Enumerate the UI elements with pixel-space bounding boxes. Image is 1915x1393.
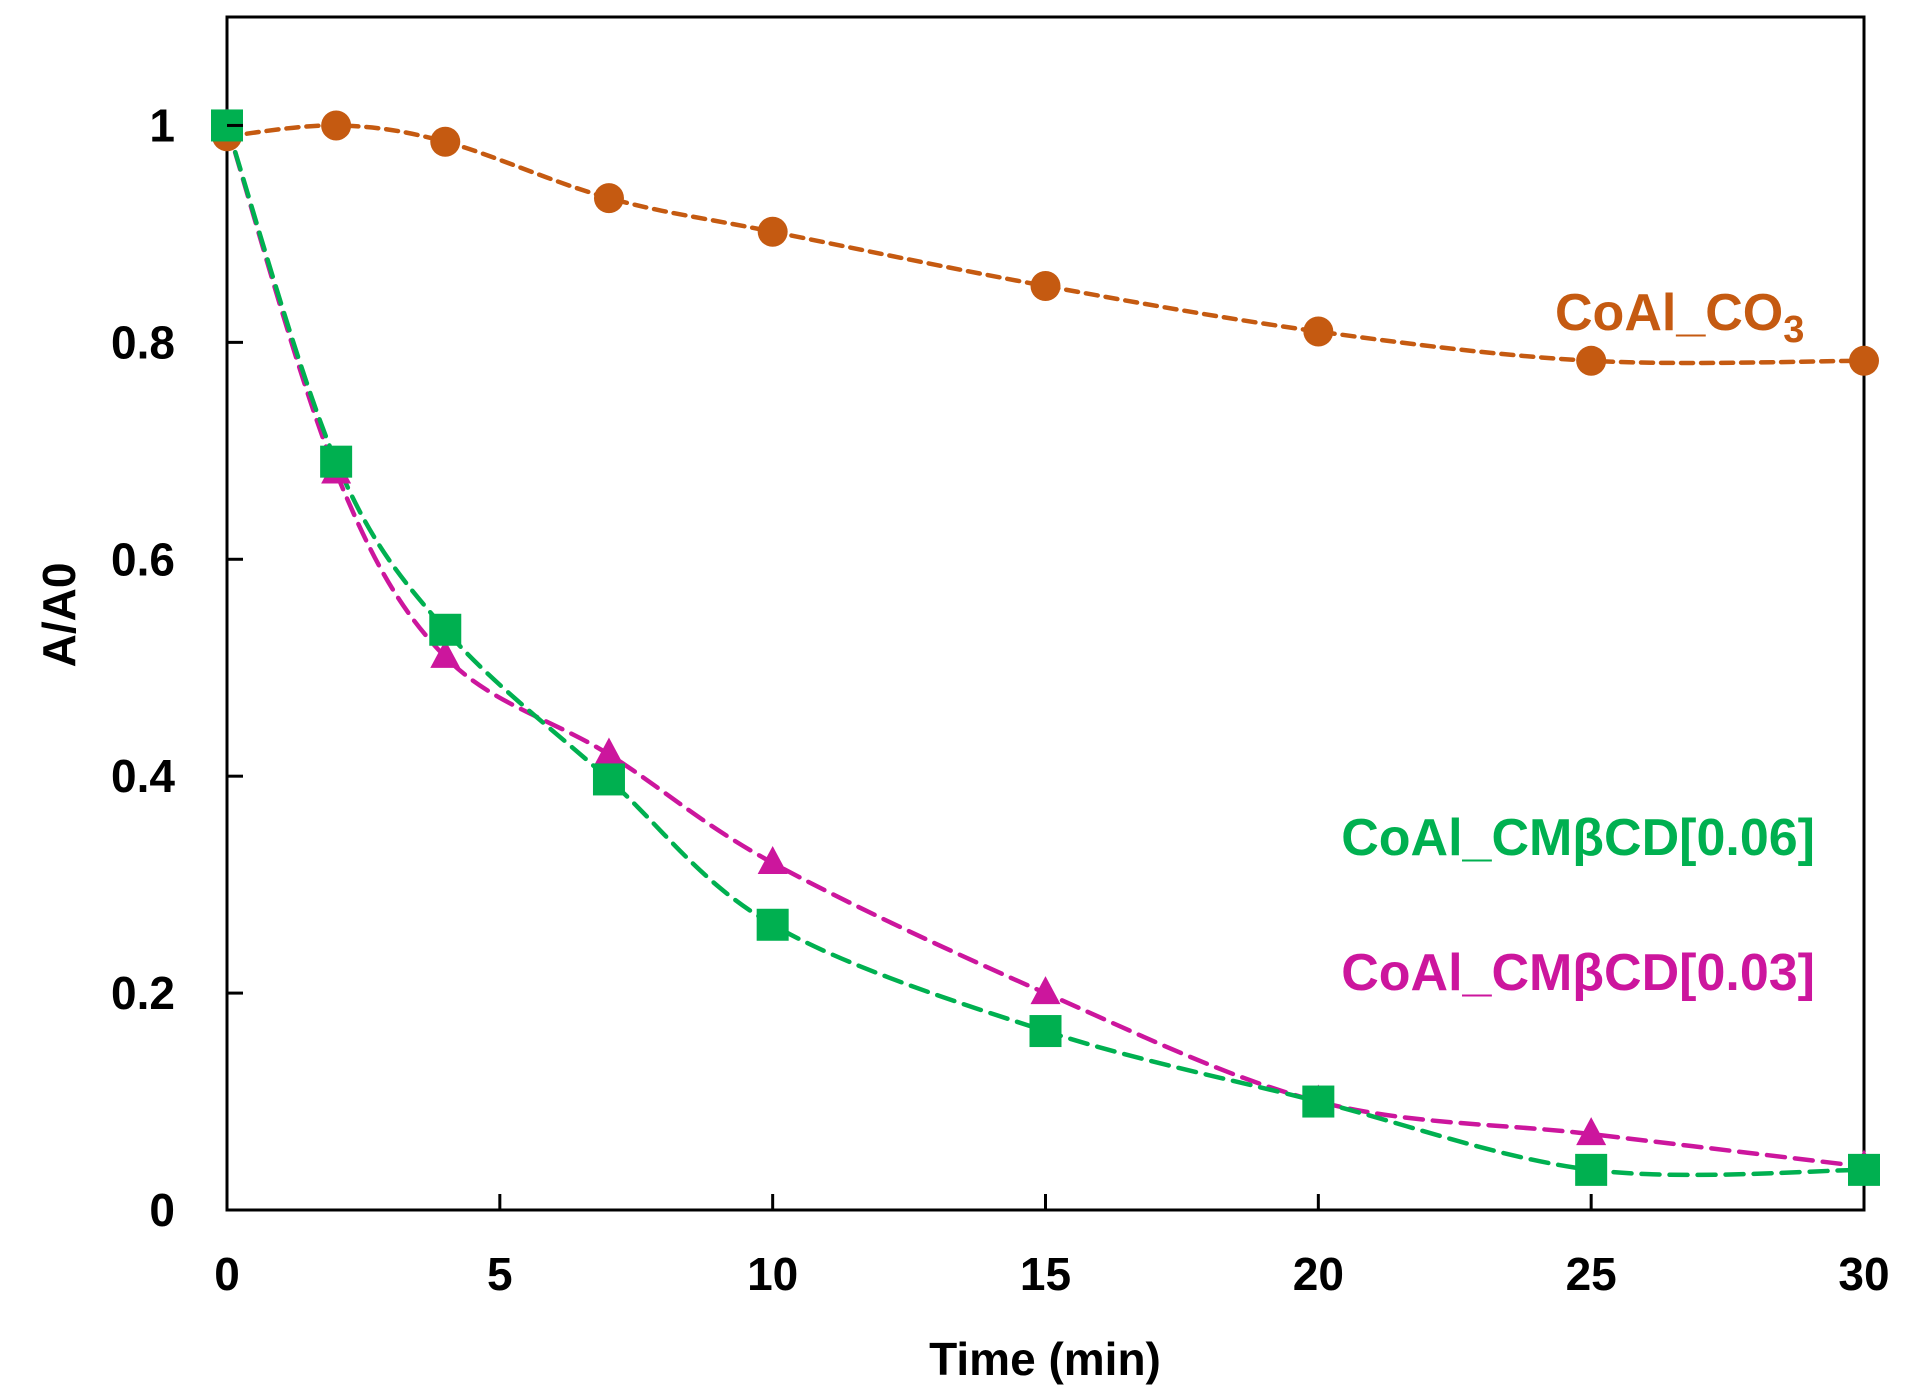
data-point-square	[429, 613, 462, 646]
x-tick-label: 30	[1838, 1248, 1889, 1300]
data-point-square	[1302, 1085, 1335, 1118]
data-point-square	[1848, 1153, 1880, 1186]
data-point-circle	[321, 110, 352, 141]
data-point-triangle	[593, 737, 624, 766]
data-point-circle	[430, 126, 461, 157]
data-point-circle	[1576, 345, 1607, 376]
data-point-square	[320, 445, 353, 478]
x-tick-label: 10	[747, 1248, 798, 1300]
data-point-triangle	[757, 845, 788, 874]
y-tick-label: 0	[149, 1184, 175, 1236]
data-point-square	[1029, 1015, 1062, 1048]
series-label-coal-cmbcd-003: CoAl_CMβCD[0.03]	[1341, 944, 1815, 1002]
x-tick-label: 15	[1020, 1248, 1071, 1300]
y-tick-label: 0.2	[111, 967, 175, 1019]
data-point-circle	[1030, 270, 1061, 301]
series-lines	[224, 123, 1867, 1178]
series-label-subscript: 3	[1783, 309, 1804, 351]
x-axis-title: Time (min)	[929, 1333, 1161, 1385]
data-point-square	[1575, 1153, 1608, 1186]
y-axis-ticks: 0 0.2 0.4 0.6 0.8 1	[111, 99, 243, 1236]
y-tick-label: 0.6	[111, 533, 175, 585]
x-tick-label: 25	[1566, 1248, 1617, 1300]
y-tick-label: 0.4	[111, 750, 175, 802]
y-tick-label: 1	[149, 99, 175, 151]
data-point-circle	[1303, 316, 1334, 347]
data-point-square	[756, 908, 789, 941]
x-axis-ticks: 0 5 10 15 20 25 30	[214, 1194, 1890, 1300]
data-point-triangle	[1030, 976, 1061, 1005]
data-point-circle	[757, 216, 788, 247]
data-point-triangle	[430, 639, 461, 668]
x-tick-label: 5	[487, 1248, 513, 1300]
x-tick-label: 0	[214, 1248, 240, 1300]
data-markers	[211, 108, 1880, 1186]
y-axis-title: A/A0	[33, 563, 85, 668]
x-tick-label: 20	[1293, 1248, 1344, 1300]
data-point-triangle	[1576, 1117, 1607, 1146]
series-label-coal-co3: CoAl_CO3	[1555, 284, 1804, 351]
data-point-circle	[1849, 345, 1879, 376]
data-point-circle	[593, 183, 624, 214]
data-point-square	[592, 763, 625, 796]
series-line-0	[224, 123, 1867, 366]
y-tick-label: 0.8	[111, 316, 175, 368]
series-line-1	[224, 123, 1867, 1169]
series-line-2	[224, 123, 1867, 1178]
series-label-coal-cmbcd-006: CoAl_CMβCD[0.06]	[1341, 809, 1815, 867]
